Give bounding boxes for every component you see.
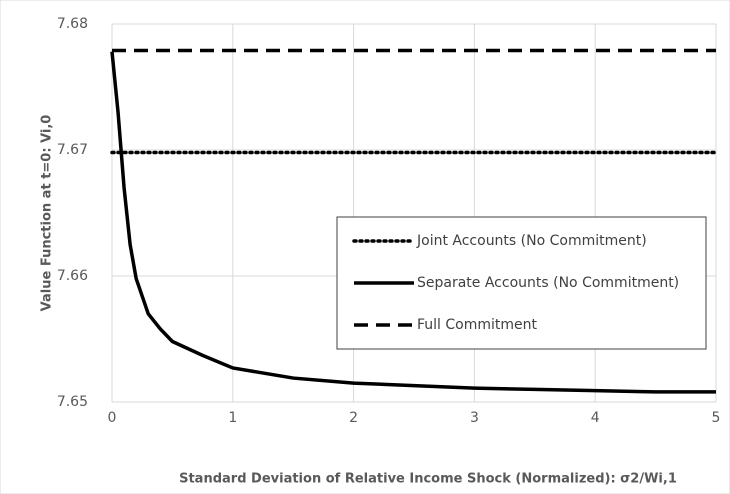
x-tick-label: 4 (591, 410, 600, 426)
legend-label: Separate Accounts (No Commitment) (417, 275, 679, 291)
legend-label: Joint Accounts (No Commitment) (416, 233, 647, 249)
y-tick-label: 7.68 (57, 16, 88, 32)
x-tick-label: 5 (712, 410, 721, 426)
x-tick-label: 2 (349, 410, 358, 426)
x-tick-label: 3 (470, 410, 479, 426)
y-tick-label: 7.67 (57, 142, 88, 158)
y-tick-label: 7.65 (57, 394, 88, 410)
y-axis-label: Value Function at t=0: Vi,0 (40, 115, 55, 312)
y-tick-label: 7.66 (57, 268, 88, 284)
x-tick-label: 0 (108, 410, 117, 426)
x-axis-label: Standard Deviation of Relative Income Sh… (179, 472, 677, 487)
legend-label: Full Commitment (417, 317, 538, 333)
line-series (110, 51, 716, 394)
x-tick-label: 1 (228, 410, 237, 426)
